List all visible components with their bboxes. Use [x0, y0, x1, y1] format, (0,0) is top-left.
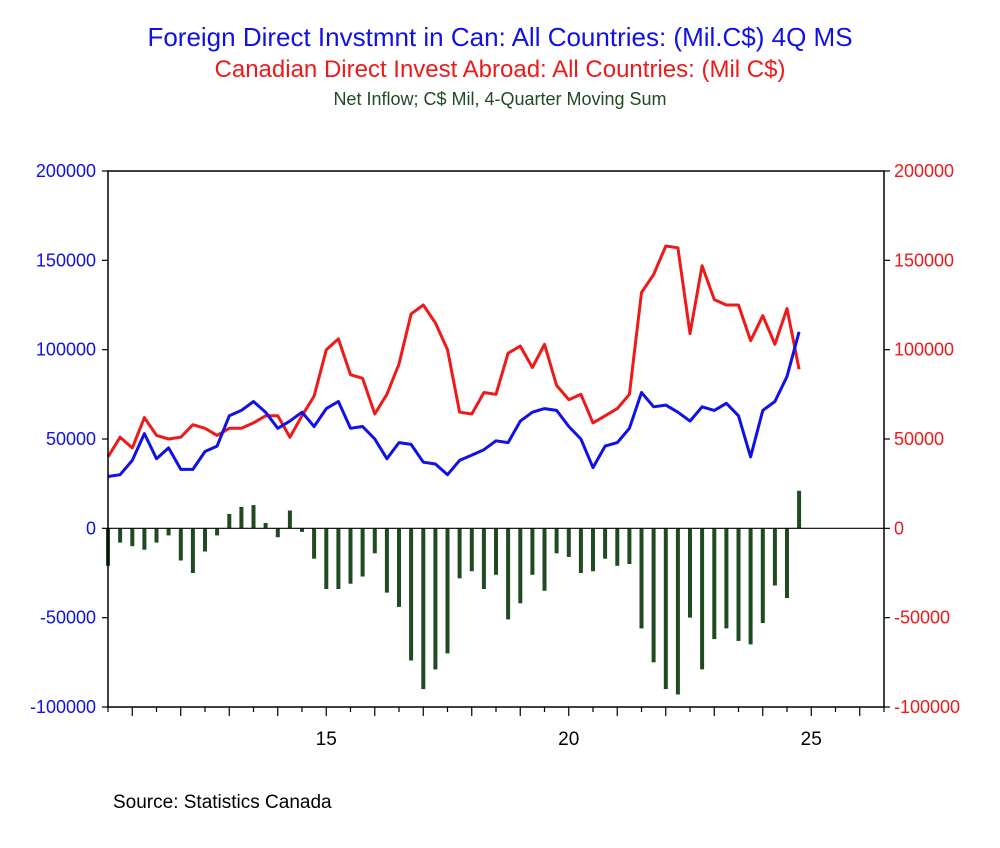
net-inflow-bar [700, 528, 705, 670]
x-tick-label: 25 [801, 729, 822, 750]
net-inflow-bar [506, 528, 511, 620]
net-inflow-bar [300, 528, 304, 532]
source-note: Source: Statistics Canada [113, 792, 332, 813]
net-inflow-bar [118, 528, 123, 543]
series-line-fdi-in [107, 331, 801, 478]
net-inflow-bar [675, 528, 680, 695]
net-inflow-bar [178, 528, 183, 561]
net-inflow-bar [591, 528, 595, 572]
net-inflow-bar [227, 514, 232, 529]
net-inflow-bar [409, 528, 414, 661]
net-inflow-bar [287, 510, 292, 529]
y-tick-label-left: 200000 [36, 161, 96, 181]
series-line-cdi-abroad [106, 244, 801, 458]
net-inflow-bar [142, 528, 147, 550]
net-inflow-bar [445, 528, 450, 654]
net-inflow-bar [324, 528, 329, 589]
x-tick-label: 20 [558, 729, 579, 750]
net-inflow-bar [797, 490, 802, 529]
y-tick-label-left: -50000 [40, 608, 96, 628]
net-inflow-bar [421, 528, 426, 690]
y-tick-label-right: -50000 [894, 608, 950, 628]
net-inflow-bar [530, 528, 535, 575]
x-tick-label: 15 [316, 729, 337, 750]
net-inflow-bar [469, 528, 474, 572]
y-tick-label-left: 150000 [36, 250, 96, 270]
y-tick-label-left: -100000 [30, 697, 96, 717]
y-tick-label-right: 150000 [894, 250, 954, 270]
y-tick-label-right: 200000 [894, 161, 954, 181]
net-inflow-bar [615, 528, 620, 566]
net-inflow-bar [190, 528, 195, 573]
net-inflow-bar [251, 505, 256, 529]
net-inflow-bar [712, 528, 717, 640]
net-inflow-bar [724, 528, 729, 629]
net-inflow-bar [275, 528, 280, 538]
net-inflow-bar [360, 528, 365, 577]
net-inflow-bar [312, 528, 317, 559]
net-inflow-bar [651, 528, 656, 663]
chart-title-fdi-in: Foreign Direct Invstmnt in Can: All Coun… [147, 22, 853, 52]
net-inflow-bar [336, 528, 341, 589]
y-tick-label-left: 50000 [46, 429, 96, 449]
net-inflow-bar [748, 528, 753, 645]
net-inflow-bar [603, 528, 608, 559]
y-tick-label-right: 50000 [894, 429, 944, 449]
y-axis-ticks: 200000 200000 150000 150000 100000 100000 5000… [30, 161, 960, 717]
net-inflow-bar [433, 528, 438, 670]
net-inflow-bar [785, 528, 789, 598]
y-tick-label-right: 100000 [894, 340, 954, 360]
y-tick-label-left: 0 [86, 518, 96, 538]
net-inflow-bar [688, 528, 692, 618]
net-inflow-bar [154, 528, 159, 543]
net-inflow-bar [627, 528, 632, 564]
net-inflow-bar [130, 528, 135, 547]
net-inflow-bar [760, 528, 765, 623]
net-inflow-bar [457, 528, 462, 579]
net-inflow-bar [397, 528, 401, 607]
net-inflow-bar [494, 528, 498, 575]
net-inflow-bar [166, 528, 171, 536]
plot-frame [107, 170, 885, 708]
y-tick-label-left: 100000 [36, 340, 96, 360]
net-inflow-bar [203, 528, 207, 552]
x-axis-ticks: 15 20 25 [107, 707, 885, 750]
net-inflow-bar [384, 528, 389, 593]
net-inflow-bar [239, 506, 244, 529]
chart-title-cdi-abroad: Canadian Direct Invest Abroad: All Count… [214, 56, 786, 83]
net-inflow-bar [578, 528, 583, 573]
net-inflow-bars [106, 490, 802, 695]
net-inflow-bar [542, 528, 547, 591]
net-inflow-bar [263, 523, 268, 529]
net-inflow-bar [639, 528, 644, 629]
net-inflow-bar [554, 528, 559, 554]
y-tick-label-right: -100000 [894, 697, 960, 717]
net-inflow-bar [772, 528, 777, 586]
net-inflow-bar [481, 528, 486, 589]
y-tick-label-right: 0 [894, 518, 904, 538]
net-inflow-bar [348, 528, 353, 584]
net-inflow-bar [372, 528, 377, 554]
net-inflow-bar [736, 528, 741, 641]
net-inflow-bar [566, 528, 571, 557]
net-inflow-bar [215, 528, 220, 536]
net-inflow-bar [518, 528, 523, 604]
chart-title-net-inflow: Net Inflow; C$ Mil, 4-Quarter Moving Sum [333, 89, 667, 109]
net-inflow-bar [663, 528, 668, 690]
